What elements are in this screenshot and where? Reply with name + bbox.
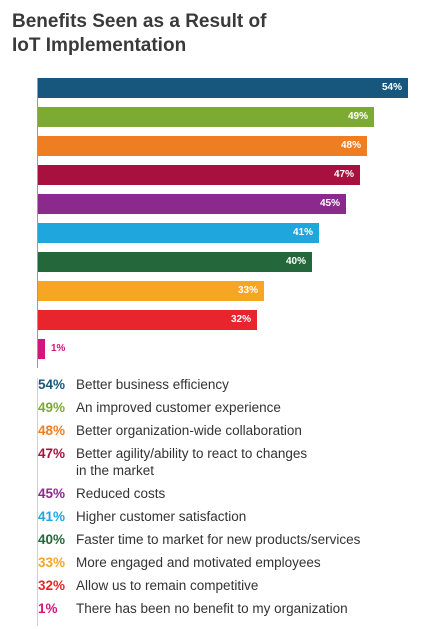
bar-10 [38, 339, 45, 359]
bar-value-label-9: 32% [230, 314, 251, 325]
legend-item-10: 1% There has been no benefit to my organi… [38, 600, 423, 617]
legend-label: Better organization-wide collaboration [76, 422, 302, 439]
legend-label: More engaged and motivated employees [76, 554, 321, 571]
legend-item-6: 41% Higher customer satisfaction [38, 508, 423, 525]
legend-item-4: 47% Better agility/ability to react to ch… [38, 445, 423, 479]
bar-1 [38, 78, 408, 98]
bar-value-label-6: 41% [292, 227, 313, 238]
bar-8 [38, 281, 264, 301]
bar-4 [38, 165, 360, 185]
legend-label-line: Reduced costs [76, 486, 166, 501]
legend-percent: 1% [38, 601, 58, 616]
chart-title-line-1: Benefits Seen as a Result of [12, 11, 267, 32]
bar-value-label-8: 33% [237, 285, 258, 296]
y-axis-line [37, 78, 38, 368]
bar-value-label-7: 40% [285, 256, 306, 267]
bar-6 [38, 223, 319, 243]
legend-label: Better agility/ability to react to chang… [76, 445, 307, 479]
legend-label: Allow us to remain competitive [76, 577, 258, 594]
legend-percent: 40% [38, 532, 66, 547]
legend-label: Faster time to market for new products/s… [76, 531, 360, 548]
chart-title: Benefits Seen as a Result of IoT Impleme… [12, 10, 412, 58]
bar-value-label-5: 45% [319, 198, 340, 209]
legend-label-line: in the market [76, 463, 155, 478]
legend-label-line: An improved customer experience [76, 400, 281, 415]
legend-percent: 47% [38, 446, 66, 461]
bar-value-label-4: 47% [333, 169, 354, 180]
legend-item-5: 45% Reduced costs [38, 485, 423, 502]
legend-label-line: More engaged and motivated employees [76, 555, 321, 570]
bar-value-label-2: 49% [347, 111, 368, 122]
bar-value-label-1: 54% [381, 82, 402, 93]
bar-3 [38, 136, 367, 156]
legend-divider [37, 378, 38, 626]
bar-2 [38, 107, 374, 127]
bar-9 [38, 310, 257, 330]
legend-percent: 41% [38, 509, 66, 524]
legend-percent: 33% [38, 555, 66, 570]
legend-label-line: Better business efficiency [76, 377, 229, 392]
legend-label: Higher customer satisfaction [76, 508, 246, 525]
legend-label-line: Allow us to remain competitive [76, 578, 259, 593]
legend-percent: 54% [38, 377, 66, 392]
bar-value-label-10: 1% [51, 343, 66, 354]
legend-label: Better business efficiency [76, 376, 229, 393]
legend-label-line: Better agility/ability to react to chang… [76, 446, 308, 461]
legend-item-8: 33% More engaged and motivated employees [38, 554, 423, 571]
legend-percent: 49% [38, 400, 66, 415]
legend-percent: 32% [38, 578, 66, 593]
bar-value-label-3: 48% [340, 140, 361, 151]
legend-label-line: There has been no benefit to my organiza… [76, 601, 348, 616]
bar-5 [38, 194, 346, 214]
chart-title-line-2: IoT Implementation [12, 35, 187, 56]
legend-item-2: 49% An improved customer experience [38, 399, 423, 416]
legend-percent: 45% [38, 486, 66, 501]
bar-7 [38, 252, 312, 272]
legend-item-3: 48% Better organization-wide collaboratio… [38, 422, 423, 439]
chart-legend: 54% Better business efficiency 49% An impro… [38, 376, 423, 617]
legend-item-9: 32% Allow us to remain competitive [38, 577, 423, 594]
legend-percent: 48% [38, 423, 66, 438]
legend-label: An improved customer experience [76, 399, 281, 416]
legend-label-line: Faster time to market for new products/s… [76, 532, 361, 547]
legend-item-7: 40% Faster time to market for new product… [38, 531, 423, 548]
legend-label: Reduced costs [76, 485, 165, 502]
legend-label-line: Higher customer satisfaction [76, 509, 247, 524]
legend-item-1: 54% Better business efficiency [38, 376, 423, 393]
legend-label: There has been no benefit to my organiza… [76, 600, 348, 617]
bar-plot-area: 54% 49% 48% 47% 45% 41% 40% 33% 32% 1% [38, 78, 418, 378]
legend-label-line: Better organization-wide collaboration [76, 423, 302, 438]
